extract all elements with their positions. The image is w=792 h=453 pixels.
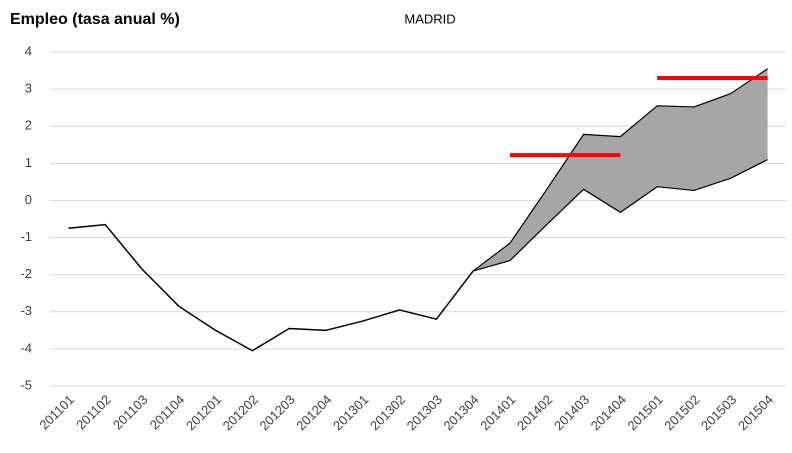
x-tick-label: 201104 bbox=[147, 392, 188, 433]
y-tick-label: 4 bbox=[25, 43, 32, 58]
x-tick-label: 201302 bbox=[367, 392, 408, 433]
x-tick-label: 201403 bbox=[551, 392, 592, 433]
series-line bbox=[68, 223, 474, 352]
x-tick-label: 201501 bbox=[624, 392, 665, 433]
x-tick-label: 201404 bbox=[588, 392, 629, 433]
band-area bbox=[473, 68, 768, 271]
x-tick-label: 201503 bbox=[698, 392, 739, 433]
x-tick-label: 201401 bbox=[477, 392, 518, 433]
chart-title: Empleo (tasa anual %) bbox=[10, 11, 180, 28]
x-tick-label: 201303 bbox=[404, 392, 445, 433]
y-tick-label: 2 bbox=[25, 118, 32, 133]
x-tick-label: 201102 bbox=[73, 392, 114, 433]
x-tick-label: 201402 bbox=[514, 392, 555, 433]
x-tick-label: 201304 bbox=[440, 392, 481, 433]
x-tick-label: 201301 bbox=[330, 392, 371, 433]
chart-subtitle: MADRID bbox=[404, 11, 455, 26]
y-tick-label: 0 bbox=[25, 192, 32, 207]
y-tick-label: -2 bbox=[20, 266, 32, 281]
x-tick-label: 201201 bbox=[183, 392, 224, 433]
y-tick-label: 1 bbox=[25, 155, 32, 170]
series-line bbox=[472, 68, 768, 272]
series-line bbox=[473, 159, 768, 272]
x-tick-label: 201101 bbox=[36, 392, 77, 433]
y-tick-label: -1 bbox=[20, 229, 32, 244]
x-tick-label: 201202 bbox=[220, 392, 261, 433]
y-tick-label: -3 bbox=[20, 303, 32, 318]
y-tick-label: 3 bbox=[25, 81, 32, 96]
x-tick-label: 201103 bbox=[110, 392, 151, 433]
x-tick-label: 201204 bbox=[293, 392, 334, 433]
x-tick-label: 201203 bbox=[256, 392, 297, 433]
y-tick-label: -5 bbox=[20, 377, 32, 392]
y-tick-label: -4 bbox=[20, 340, 32, 355]
x-tick-label: 201502 bbox=[661, 392, 702, 433]
x-tick-label: 201504 bbox=[735, 392, 776, 433]
